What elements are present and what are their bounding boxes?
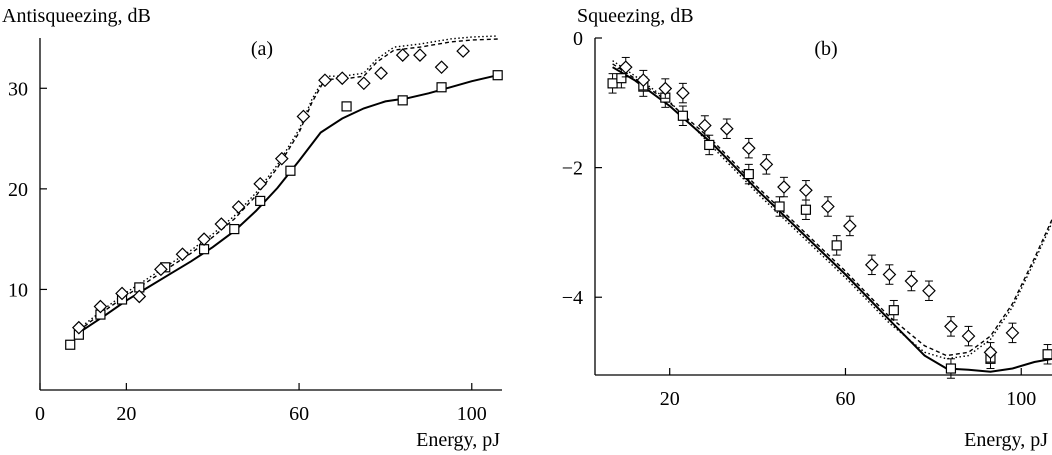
panel-a: Antisqueezing, dB (a) Energy, pJ 0 20 60 10…	[2, 5, 503, 451]
data-point-square	[677, 110, 688, 121]
data-point-square	[436, 82, 447, 93]
data-point-diamond	[759, 157, 774, 172]
data-point-diamond	[741, 141, 756, 156]
data-point-square	[831, 240, 842, 251]
y-axis-title-a: Antisqueezing, dB	[2, 5, 151, 27]
x-tick-label: 60	[289, 403, 309, 425]
data-point-diamond	[843, 219, 857, 233]
data-point-diamond	[175, 247, 190, 262]
panel-b: Squeezing, dB (b) Energy, pJ 20 60 100 0 −2 −…	[562, 5, 1052, 451]
data-point-square	[285, 165, 296, 176]
y-axis-title-b: Squeezing, dB	[577, 5, 694, 27]
data-point-diamond	[72, 320, 86, 335]
data-point-square	[229, 223, 240, 235]
data-point-square	[743, 168, 754, 180]
data-point-square	[1042, 349, 1052, 360]
data-point-diamond	[456, 44, 470, 58]
data-point-diamond	[618, 60, 633, 75]
y-tick-label: −2	[562, 158, 583, 180]
y-tick-label: 0	[573, 28, 583, 50]
data-point-square	[616, 73, 627, 84]
x-axis-title-b: Energy, pJ	[964, 429, 1048, 451]
data-point-diamond	[318, 73, 332, 88]
data-point-square	[774, 201, 785, 212]
data-point-diamond	[983, 345, 998, 360]
data-point-diamond	[799, 183, 813, 198]
data-point-diamond	[658, 81, 673, 96]
panel-label-b: (b)	[814, 38, 837, 60]
data-point-square	[341, 101, 352, 112]
series-dotted-line	[612, 60, 1052, 360]
data-point-diamond	[395, 48, 410, 62]
data-point-diamond	[944, 319, 958, 334]
series-dashed-line	[612, 63, 1052, 357]
data-point-diamond	[698, 118, 712, 133]
x-tick-label: 20	[660, 388, 680, 410]
x-tick-label: 0	[35, 403, 45, 425]
data-point-diamond	[719, 121, 734, 136]
data-point-diamond	[231, 200, 246, 214]
data-point-diamond	[434, 60, 449, 75]
data-point-square	[492, 70, 503, 81]
data-point-square	[800, 204, 812, 215]
panel-label-a: (a)	[251, 38, 273, 60]
data-point-diamond	[636, 73, 651, 87]
data-point-diamond	[904, 274, 919, 288]
x-tick-label: 100	[457, 403, 487, 425]
series-dotted-line	[78, 35, 498, 330]
data-point-square	[198, 244, 210, 255]
data-point-diamond	[922, 283, 936, 298]
data-point-diamond	[214, 217, 229, 231]
data-point-diamond	[676, 86, 690, 100]
data-point-diamond	[132, 289, 147, 304]
data-point-square	[255, 195, 266, 207]
x-tick-label: 60	[835, 388, 855, 410]
data-point-square	[607, 78, 618, 89]
data-point-diamond	[296, 109, 311, 124]
y-tick-label: 10	[8, 279, 28, 301]
data-point-diamond	[882, 267, 897, 282]
data-point-diamond	[1005, 326, 1020, 340]
data-point-diamond	[356, 76, 371, 91]
data-point-diamond	[864, 257, 879, 272]
data-point-square	[397, 95, 408, 106]
data-point-diamond	[115, 286, 129, 301]
data-point-diamond	[961, 329, 976, 343]
data-point-square	[65, 339, 76, 350]
data-point-diamond	[274, 151, 289, 166]
data-point-diamond	[777, 180, 791, 194]
data-point-diamond	[93, 299, 108, 314]
data-point-diamond	[154, 262, 168, 277]
data-point-diamond	[374, 66, 388, 81]
data-point-diamond	[413, 48, 427, 62]
data-point-diamond	[253, 176, 268, 191]
data-point-square	[945, 363, 957, 374]
data-point-diamond	[197, 232, 211, 246]
x-tick-label: 20	[116, 403, 136, 425]
x-axis-title-a: Energy, pJ	[416, 429, 500, 451]
y-tick-label: 30	[8, 78, 28, 100]
data-point-square	[888, 305, 899, 316]
y-tick-label: 20	[8, 179, 28, 201]
data-point-diamond	[821, 199, 835, 214]
series-dashed-line	[78, 38, 498, 332]
data-point-square	[704, 139, 715, 151]
x-tick-label: 100	[1006, 388, 1036, 410]
y-tick-label: −4	[562, 287, 583, 309]
data-point-diamond	[335, 71, 350, 86]
